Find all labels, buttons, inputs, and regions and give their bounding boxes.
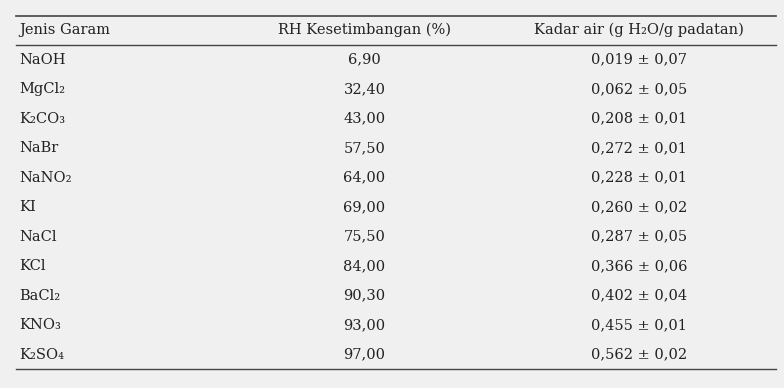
Text: 32,40: 32,40 [343,82,386,96]
Text: 64,00: 64,00 [343,171,386,185]
Text: 90,30: 90,30 [343,289,386,303]
Text: NaBr: NaBr [20,141,59,155]
Text: 0,455 ± 0,01: 0,455 ± 0,01 [591,318,687,332]
Text: NaNO₂: NaNO₂ [20,171,72,185]
Text: 69,00: 69,00 [343,200,386,214]
Text: 0,228 ± 0,01: 0,228 ± 0,01 [591,171,687,185]
Text: RH Kesetimbangan (%): RH Kesetimbangan (%) [278,23,451,38]
Text: 0,272 ± 0,01: 0,272 ± 0,01 [591,141,687,155]
Text: 0,019 ± 0,07: 0,019 ± 0,07 [591,53,687,67]
Text: 0,062 ± 0,05: 0,062 ± 0,05 [591,82,687,96]
Text: BaCl₂: BaCl₂ [20,289,60,303]
Text: Jenis Garam: Jenis Garam [20,23,111,37]
Text: 57,50: 57,50 [343,141,386,155]
Text: 93,00: 93,00 [343,318,386,332]
Text: KI: KI [20,200,36,214]
Text: 6,90: 6,90 [348,53,381,67]
Text: KCl: KCl [20,259,46,273]
Text: K₂CO₃: K₂CO₃ [20,112,66,126]
Text: NaOH: NaOH [20,53,66,67]
Text: 0,287 ± 0,05: 0,287 ± 0,05 [591,230,687,244]
Text: K₂SO₄: K₂SO₄ [20,348,64,362]
Text: 75,50: 75,50 [343,230,386,244]
Text: MgCl₂: MgCl₂ [20,82,66,96]
Text: 0,366 ± 0,06: 0,366 ± 0,06 [590,259,688,273]
Text: KNO₃: KNO₃ [20,318,61,332]
Text: NaCl: NaCl [20,230,57,244]
Text: 0,402 ± 0,04: 0,402 ± 0,04 [591,289,687,303]
Text: 84,00: 84,00 [343,259,386,273]
Text: Kadar air (g H₂O/g padatan): Kadar air (g H₂O/g padatan) [534,23,744,38]
Text: 0,208 ± 0,01: 0,208 ± 0,01 [591,112,687,126]
Text: 97,00: 97,00 [343,348,386,362]
Text: 0,562 ± 0,02: 0,562 ± 0,02 [591,348,687,362]
Text: 43,00: 43,00 [343,112,386,126]
Text: 0,260 ± 0,02: 0,260 ± 0,02 [591,200,687,214]
